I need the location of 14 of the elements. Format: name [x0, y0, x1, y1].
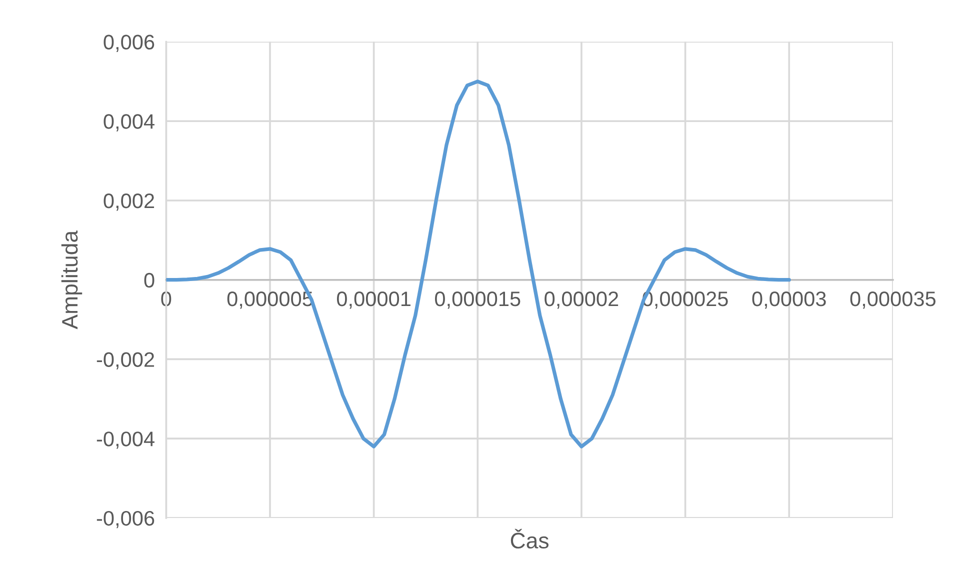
x-tick-label: 0,00003	[752, 292, 826, 309]
y-tick-label: -0,004	[96, 432, 154, 449]
x-tick-label: 0,000035	[850, 292, 936, 309]
y-tick-label: 0,002	[104, 193, 154, 211]
y-tick-label: -0,006	[96, 510, 154, 528]
x-tick-label: 0,00002	[544, 292, 618, 309]
x-axis-title: Čas	[510, 528, 549, 549]
x-tick-label: 0,000015	[435, 292, 520, 309]
x-tick-label: 0,00001	[336, 292, 410, 309]
y-axis-title: Amplituda	[61, 230, 82, 330]
y-tick-label: -0,002	[96, 352, 154, 370]
y-tick-label: 0	[144, 272, 154, 288]
y-tick-label: 0,006	[104, 34, 154, 52]
y-tick-label: 0,004	[104, 114, 154, 132]
